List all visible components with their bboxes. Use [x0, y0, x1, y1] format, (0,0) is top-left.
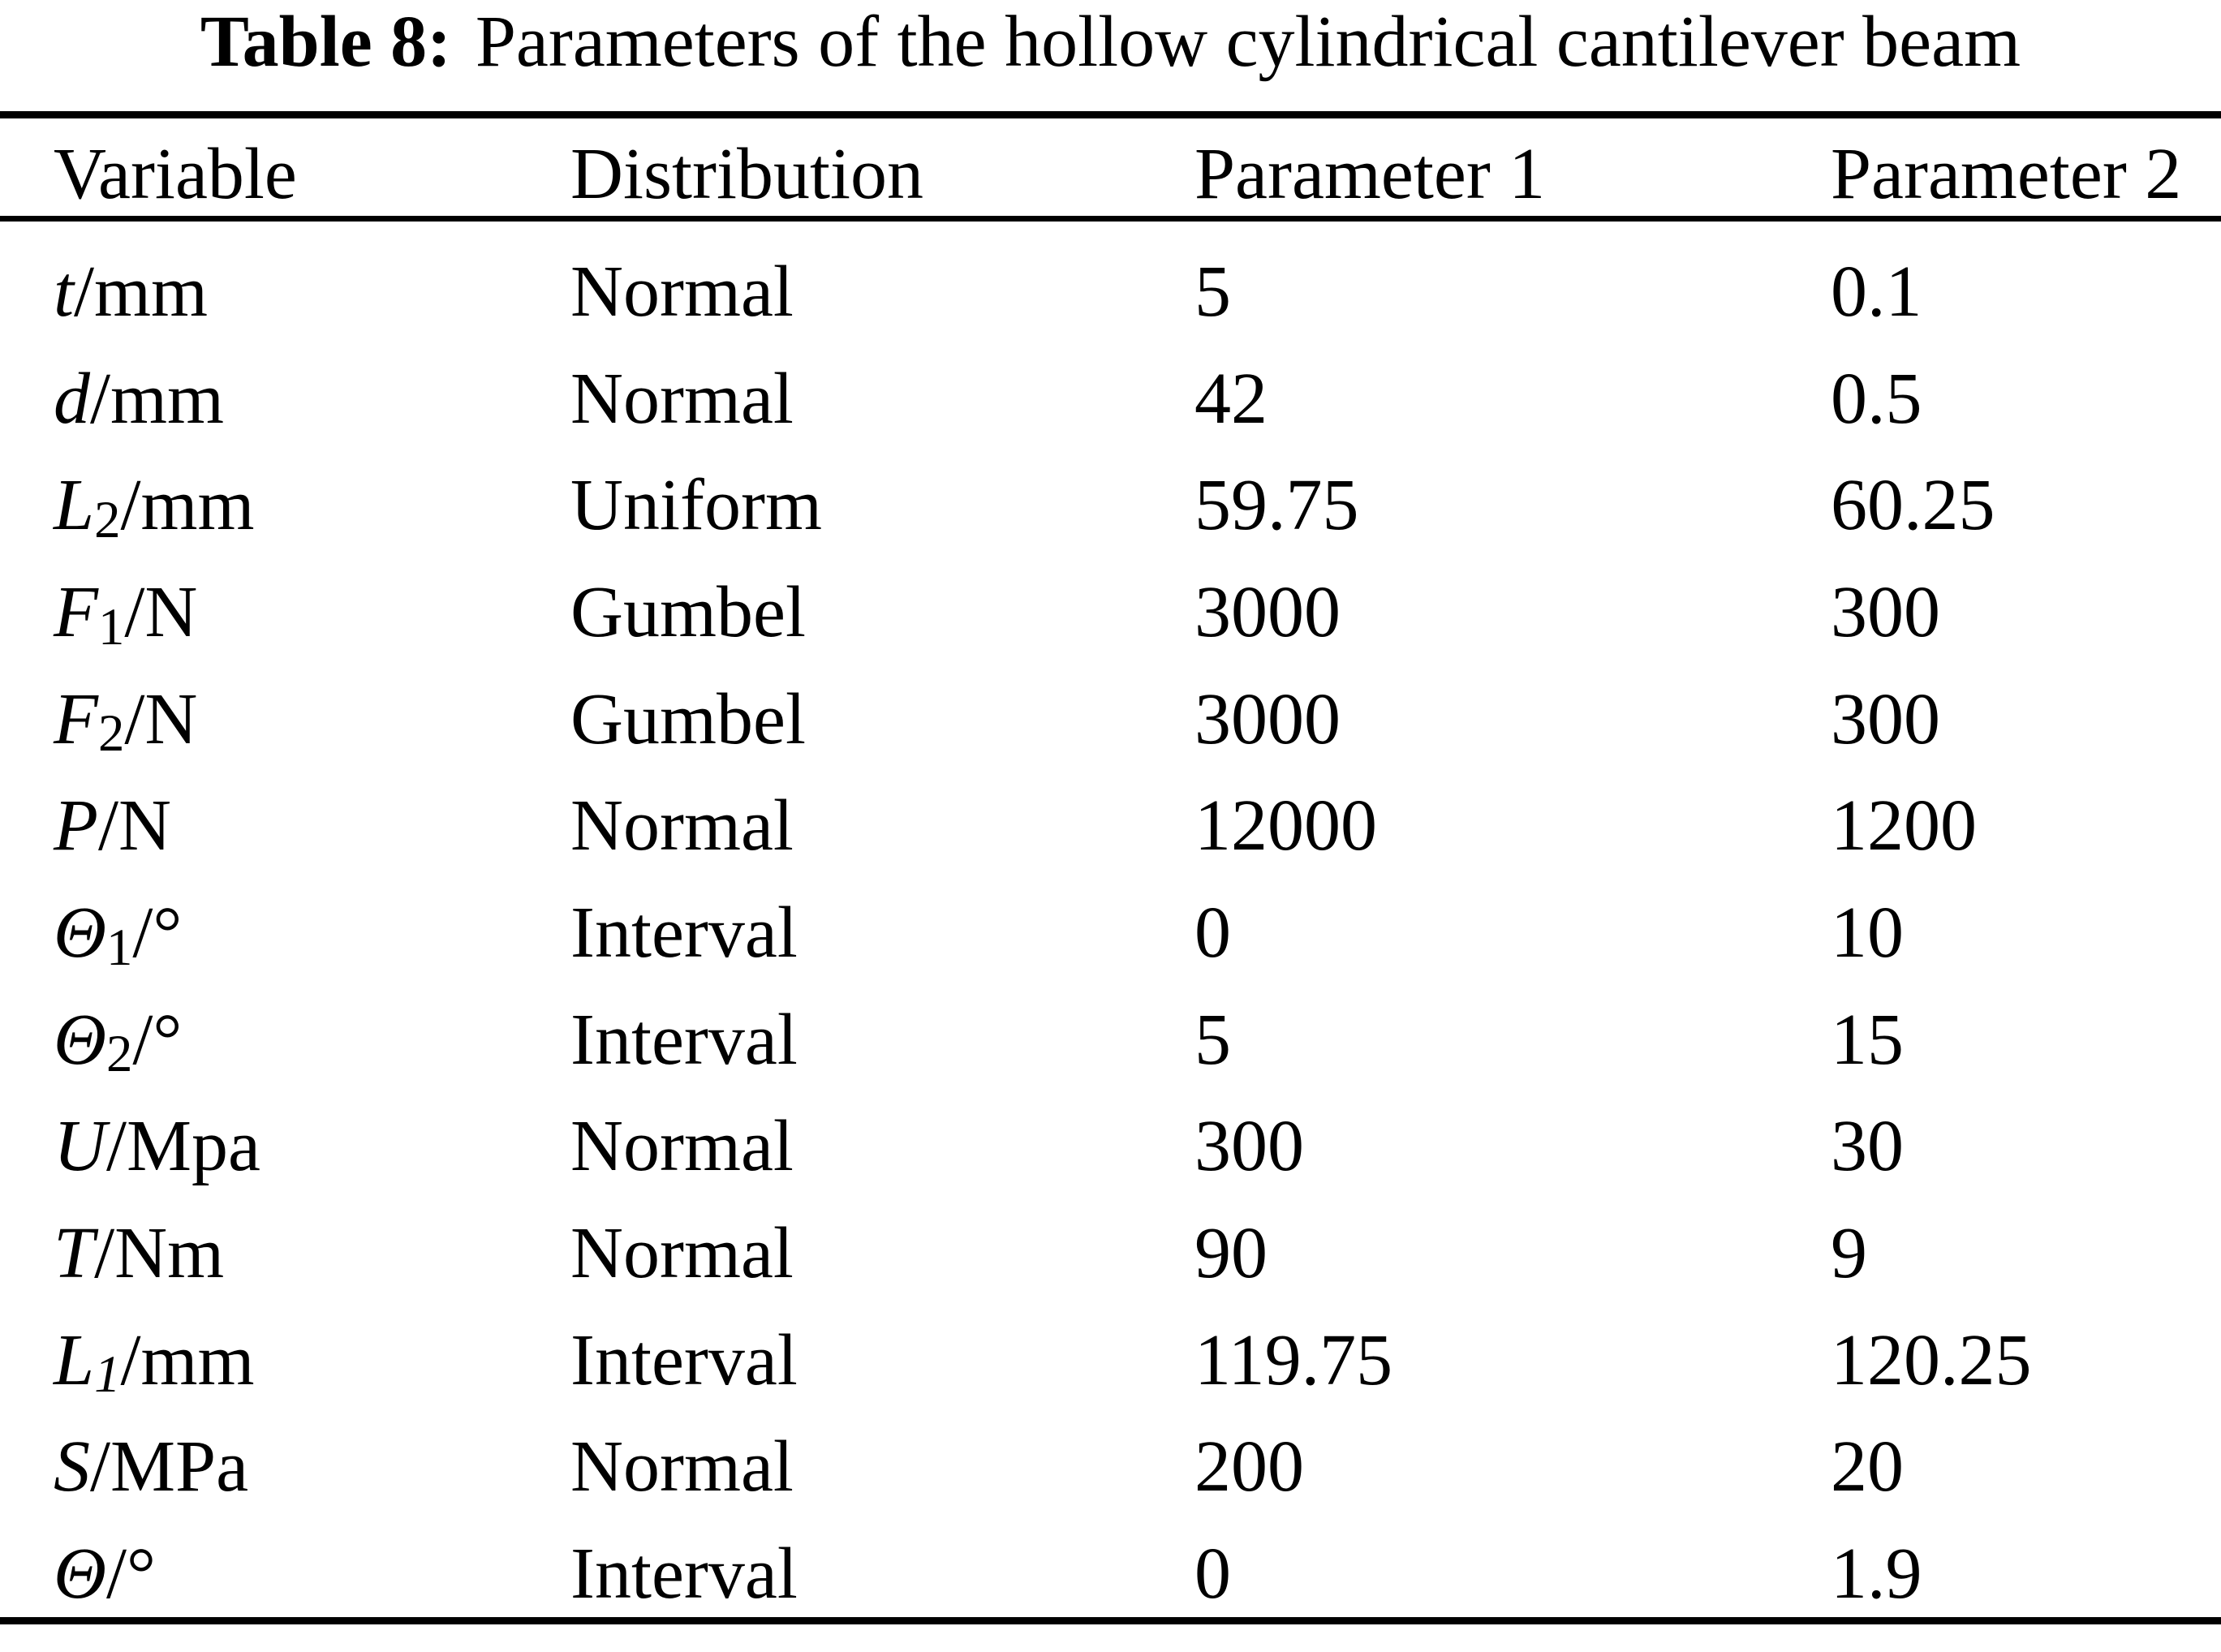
variable-cell: Θ 1/°	[54, 880, 570, 987]
variable-symbol: d	[54, 358, 90, 439]
variable-unit: /N	[97, 785, 171, 867]
parameter2-cell: 10	[1831, 892, 1904, 973]
table-caption: Table 8: Parameters of the hollow cylindr…	[0, 2, 2221, 82]
parameter2-cell: 0.5	[1831, 358, 1922, 439]
variable-symbol: S	[54, 1426, 90, 1508]
distribution-cell: Interval	[570, 999, 798, 1080]
variable-symbol: F	[54, 571, 98, 652]
variable-symbol: L	[54, 1319, 95, 1400]
parameter1-cell: 59.75	[1194, 465, 1359, 546]
column-header-parameter2: Parameter 2	[1831, 133, 2182, 214]
variable-unit: /°	[132, 892, 183, 973]
variable-cell: Θ/°	[54, 1521, 570, 1628]
parameter1-cell: 42	[1194, 358, 1268, 439]
variable-unit: /MPa	[90, 1426, 249, 1508]
variable-symbol: Θ	[54, 1534, 106, 1615]
variable-unit: /Nm	[94, 1213, 225, 1294]
variable-cell: L 1/mm	[54, 1307, 570, 1414]
parameter1-cell: 0	[1194, 1534, 1231, 1615]
parameter2-cell: 9	[1831, 1213, 1867, 1294]
distribution-cell: Normal	[570, 785, 794, 867]
variable-unit: /N	[124, 571, 198, 652]
parameter2-cell: 20	[1831, 1426, 1904, 1508]
variable-symbol: L	[54, 465, 95, 546]
distribution-cell: Interval	[570, 892, 798, 973]
parameter1-cell: 90	[1194, 1213, 1268, 1294]
table-body: t/mm Normal 5 0.1 d/mm Normal 42 0.5 L 2/…	[0, 239, 2221, 1628]
variable-unit: /°	[132, 999, 183, 1080]
parameter2-cell: 120.25	[1831, 1319, 2032, 1400]
variable-subscript: 1	[94, 1345, 121, 1405]
parameter2-cell: 60.25	[1831, 465, 1995, 546]
variable-cell: F 1/N	[54, 559, 570, 666]
variable-unit: /mm	[90, 358, 225, 439]
column-header-variable: Variable	[54, 133, 297, 214]
variable-cell: F 2/N	[54, 666, 570, 773]
table-caption-label: Table 8:	[200, 2, 452, 82]
parameter1-cell: 200	[1194, 1426, 1304, 1508]
distribution-cell: Normal	[570, 1106, 794, 1187]
variable-subscript: 1	[106, 918, 133, 977]
variable-symbol: t	[54, 251, 75, 332]
column-header-parameter1: Parameter 1	[1194, 133, 1546, 214]
column-header-distribution: Distribution	[570, 133, 924, 214]
variable-cell: U/Mpa	[54, 1094, 570, 1201]
variable-subscript: 1	[97, 597, 125, 656]
distribution-cell: Normal	[570, 251, 794, 332]
variable-cell: P/N	[54, 772, 570, 880]
parameter2-cell: 15	[1831, 999, 1904, 1080]
table-header-rule	[0, 216, 2221, 222]
distribution-cell: Interval	[570, 1534, 798, 1615]
parameter1-cell: 3000	[1194, 678, 1341, 759]
parameter1-cell: 300	[1194, 1106, 1304, 1187]
table-bottom-rule	[0, 1617, 2221, 1624]
parameter2-cell: 30	[1831, 1106, 1904, 1187]
table-top-rule	[0, 111, 2221, 118]
variable-symbol: Θ	[54, 892, 106, 973]
parameter1-cell: 3000	[1194, 571, 1341, 652]
variable-symbol: F	[54, 678, 98, 759]
parameter2-cell: 1.9	[1831, 1534, 1922, 1615]
parameter1-cell: 0	[1194, 892, 1231, 973]
variable-subscript: 2	[94, 490, 121, 549]
distribution-cell: Normal	[570, 1213, 794, 1294]
table-caption-text: Parameters of the hollow cylindrical can…	[475, 2, 2021, 82]
variable-symbol: T	[54, 1213, 95, 1294]
parameter2-cell: 1200	[1831, 785, 1977, 867]
parameter1-cell: 12000	[1194, 785, 1377, 867]
variable-cell: S/MPa	[54, 1414, 570, 1521]
variable-unit: /mm	[74, 251, 209, 332]
variable-symbol: U	[54, 1106, 106, 1187]
variable-cell: T/Nm	[54, 1200, 570, 1307]
variable-subscript: 2	[106, 1025, 133, 1084]
parameter2-cell: 0.1	[1831, 251, 1922, 332]
variable-cell: d/mm	[54, 346, 570, 453]
parameter1-cell: 5	[1194, 251, 1231, 332]
variable-symbol: Θ	[54, 999, 106, 1080]
variable-unit: /mm	[120, 1319, 255, 1400]
parameter2-cell: 300	[1831, 678, 1940, 759]
distribution-cell: Normal	[570, 1426, 794, 1508]
distribution-cell: Interval	[570, 1319, 798, 1400]
variable-unit: /N	[124, 678, 198, 759]
distribution-cell: Normal	[570, 358, 794, 439]
variable-unit: /Mpa	[106, 1106, 260, 1187]
variable-unit: /°	[106, 1534, 156, 1615]
parameter1-cell: 119.75	[1194, 1319, 1393, 1400]
variable-cell: Θ 2/°	[54, 987, 570, 1094]
distribution-cell: Uniform	[570, 465, 822, 546]
distribution-cell: Gumbel	[570, 571, 806, 652]
parameter2-cell: 300	[1831, 571, 1940, 652]
parameter1-cell: 5	[1194, 999, 1231, 1080]
table-header-row: Variable Distribution Parameter 1 Parame…	[0, 132, 2221, 216]
variable-cell: t/mm	[54, 239, 570, 346]
distribution-cell: Gumbel	[570, 678, 806, 759]
variable-subscript: 2	[97, 704, 125, 764]
variable-unit: /mm	[120, 465, 255, 546]
variable-cell: L 2/mm	[54, 452, 570, 559]
variable-symbol: P	[54, 785, 98, 867]
